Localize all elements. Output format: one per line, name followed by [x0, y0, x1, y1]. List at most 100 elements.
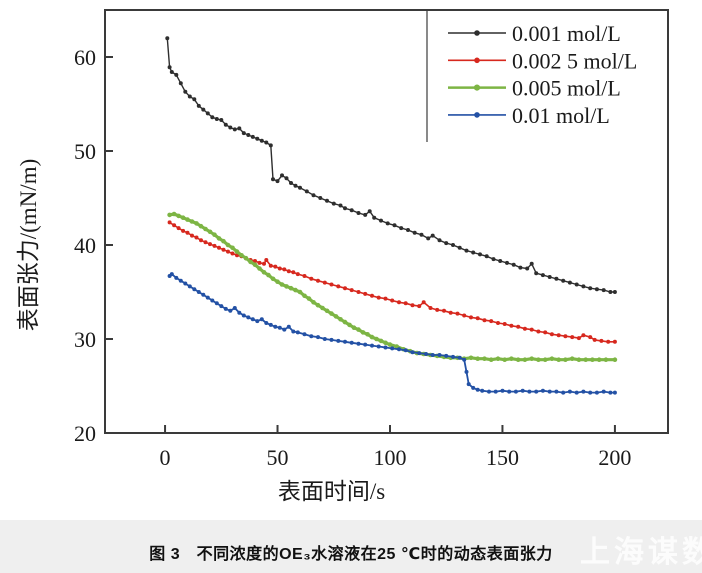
- series-marker-c-0005: [482, 356, 487, 362]
- series-marker-c-0005: [176, 213, 181, 219]
- series-marker-c-00025: [176, 226, 181, 231]
- series-marker-c-0005: [542, 357, 548, 363]
- chart-figure: 0 50 100 150 200 20 30 40 50 60 表面时间/s 表面张力/(mN/m) 0…: [16, 9, 669, 504]
- series-marker-c-00025: [262, 261, 266, 266]
- series-marker-c-0005: [180, 215, 186, 220]
- series-marker-c-001: [594, 390, 599, 395]
- series-marker-c-0001: [298, 185, 302, 190]
- series-marker-c-0001: [293, 183, 298, 188]
- series-marker-c-001: [567, 389, 572, 394]
- series-marker-c-00025: [475, 316, 480, 321]
- series-marker-c-001: [527, 389, 532, 394]
- series-marker-c-001: [457, 355, 462, 360]
- series-marker-c-00025: [599, 338, 604, 343]
- series-marker-c-0001: [372, 215, 377, 220]
- y-tick-label: 30: [74, 327, 96, 352]
- series-marker-c-0005: [378, 338, 384, 344]
- series-marker-c-001: [487, 389, 491, 394]
- series-marker-c-001: [554, 389, 559, 394]
- series-marker-c-001: [612, 390, 617, 395]
- series-marker-c-0001: [318, 196, 323, 200]
- series-marker-c-0005: [583, 357, 588, 363]
- series-marker-c-00025: [509, 323, 514, 328]
- series-marker-c-0001: [228, 125, 233, 130]
- series-marker-c-0001: [259, 138, 264, 143]
- series-marker-c-00025: [257, 260, 262, 265]
- series-marker-c-00025: [390, 298, 395, 303]
- series-marker-c-00025: [291, 270, 296, 275]
- series-marker-c-001: [534, 389, 539, 394]
- series-marker-c-0001: [268, 143, 273, 148]
- series-marker-c-00025: [309, 276, 314, 281]
- series-marker-c-00025: [529, 327, 534, 332]
- series-marker-c-0005: [596, 357, 602, 363]
- series-marker-c-0005: [333, 314, 339, 319]
- series-marker-c-001: [201, 292, 206, 297]
- series-marker-c-0005: [297, 289, 303, 295]
- series-marker-c-001: [259, 317, 264, 322]
- series-marker-c-00025: [212, 243, 217, 248]
- y-tick-label: 40: [74, 233, 96, 258]
- series-marker-c-00025: [226, 249, 230, 254]
- series-marker-c-0001: [588, 286, 593, 291]
- series-marker-c-001: [187, 284, 192, 289]
- series-marker-c-001: [513, 389, 518, 394]
- series-marker-c-0001: [280, 173, 284, 178]
- series-marker-c-001: [232, 306, 237, 310]
- series-marker-c-0005: [365, 332, 370, 337]
- series-marker-c-001: [282, 327, 287, 332]
- series-marker-c-001: [174, 275, 179, 280]
- series-marker-c-001: [424, 352, 428, 356]
- series-marker-c-0001: [451, 243, 455, 247]
- series-marker-c-0001: [567, 280, 572, 285]
- series-line-c-00025: [169, 221, 615, 343]
- figure-caption: 图 3 不同浓度的OE₃水溶液在25 ℃时的动态表面张力: [149, 546, 553, 563]
- series-marker-c-001: [343, 339, 347, 344]
- series-marker-c-00025: [329, 282, 334, 287]
- series-marker-c-00025: [356, 290, 361, 294]
- series-marker-c-0001: [284, 176, 289, 181]
- series-marker-c-0005: [167, 212, 172, 218]
- series-marker-c-00025: [428, 306, 433, 310]
- series-marker-c-001: [403, 348, 408, 353]
- series-marker-c-0001: [484, 254, 489, 259]
- series-marker-c-0001: [232, 127, 237, 132]
- series-marker-c-0005: [266, 272, 271, 278]
- series-marker-c-0001: [379, 218, 383, 223]
- legend-marker-icon: [473, 84, 481, 91]
- series-marker-c-00025: [397, 300, 401, 305]
- series-marker-c-0005: [515, 357, 521, 363]
- series-marker-c-0001: [471, 250, 476, 255]
- series-marker-c-0005: [590, 357, 595, 363]
- series-marker-c-0001: [264, 140, 269, 145]
- series-marker-c-0001: [338, 203, 343, 208]
- series-marker-c-00025: [253, 259, 257, 263]
- series-marker-c-001: [255, 319, 260, 324]
- series-marker-c-0005: [569, 356, 575, 362]
- series-marker-c-0005: [329, 311, 334, 316]
- series-marker-c-001: [183, 281, 188, 286]
- series-marker-c-0005: [369, 334, 375, 340]
- series-marker-c-001: [493, 389, 498, 394]
- series-marker-c-001: [390, 346, 395, 351]
- legend-label-c-00025: 0.002 5 mol/L: [512, 48, 637, 73]
- series-marker-c-0001: [165, 36, 170, 41]
- series-marker-c-00025: [383, 296, 388, 301]
- series-marker-c-0005: [234, 249, 240, 254]
- series-marker-c-001: [471, 385, 476, 390]
- series-marker-c-0001: [534, 271, 539, 276]
- chart-canvas: 0 50 100 150 200 20 30 40 50 60 表面时间/s 表面张力/(mN/m) 0…: [16, 9, 669, 504]
- series-marker-c-00025: [417, 304, 422, 309]
- legend-label-c-0001: 0.001 mol/L: [512, 21, 621, 46]
- series-marker-c-0001: [457, 245, 462, 250]
- series-marker-c-00025: [376, 295, 381, 300]
- series-marker-c-0001: [444, 241, 449, 246]
- series-marker-c-00025: [482, 318, 487, 323]
- series-marker-c-001: [574, 390, 579, 395]
- series-marker-c-0005: [288, 285, 294, 291]
- series-marker-c-0005: [302, 293, 307, 299]
- legend-marker-icon: [474, 57, 480, 64]
- series-marker-c-0001: [419, 232, 424, 237]
- series-marker-c-0005: [356, 327, 361, 332]
- series-marker-c-0001: [275, 179, 280, 184]
